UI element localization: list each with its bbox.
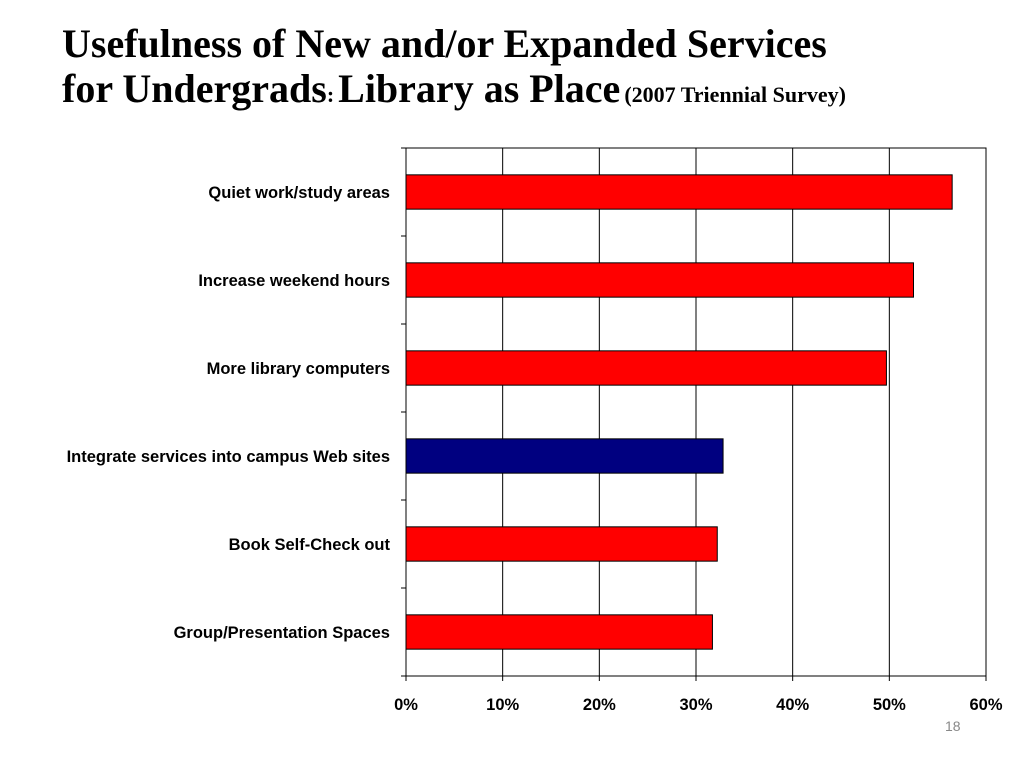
bar-2 [405, 350, 887, 386]
x-tick-label: 40% [776, 696, 809, 714]
category-label: Integrate services into campus Web sites [67, 448, 390, 466]
bar-3 [405, 438, 724, 474]
category-labels: Quiet work/study areas Increase weekend h… [67, 184, 391, 642]
slide-title: Usefulness of New and/or Expanded Servic… [62, 21, 1012, 112]
bars [405, 174, 953, 650]
title-survey-note: (2007 Triennial Survey) [624, 81, 846, 107]
title-colon: : [326, 81, 335, 107]
bar-0 [405, 174, 953, 210]
category-label: Book Self-Check out [229, 536, 391, 554]
x-tick-labels: 0% 10% 20% 30% 40% 50% 60% [394, 696, 1003, 714]
category-label: Increase weekend hours [198, 272, 390, 290]
x-tick-label: 20% [583, 696, 616, 714]
x-tick-label: 0% [394, 696, 418, 714]
title-line-1: Usefulness of New and/or Expanded Servic… [62, 21, 827, 66]
category-label: More library computers [207, 360, 390, 378]
gridlines [502, 148, 987, 676]
category-label: Group/Presentation Spaces [174, 624, 390, 642]
x-tick-label: 30% [679, 696, 712, 714]
x-tick-label: 50% [873, 696, 906, 714]
category-label: Quiet work/study areas [208, 184, 390, 202]
title-line-2-part2: Library as Place [338, 65, 621, 111]
slide-number: 18 [945, 718, 961, 734]
bar-4 [405, 526, 718, 562]
x-tick-label: 60% [969, 696, 1002, 714]
x-tick-label: 10% [486, 696, 519, 714]
title-line-2-main: for Undergrads [62, 65, 327, 111]
axes [401, 147, 987, 681]
bar-5 [405, 614, 713, 650]
bar-1 [405, 262, 914, 298]
